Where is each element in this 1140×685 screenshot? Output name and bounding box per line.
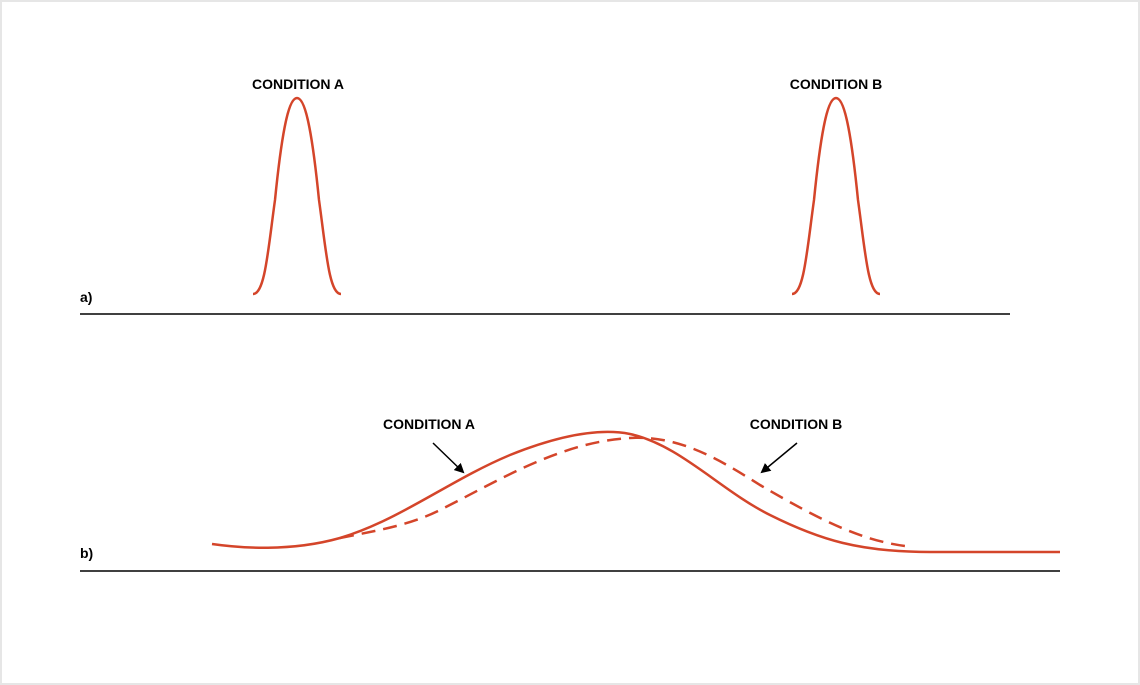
peak-b	[791, 96, 881, 296]
arrow	[760, 442, 798, 474]
curve-a	[211, 430, 1060, 554]
panel-label: a)	[80, 289, 92, 305]
curve-label: CONDITION A	[252, 76, 344, 92]
curve-label: CONDITION B	[750, 416, 843, 432]
arrow	[432, 442, 465, 474]
curve-b	[339, 436, 906, 548]
curve-label: CONDITION A	[383, 416, 475, 432]
curve-label: CONDITION B	[790, 76, 883, 92]
panel-label: b)	[80, 545, 93, 561]
peak-a	[252, 96, 342, 296]
